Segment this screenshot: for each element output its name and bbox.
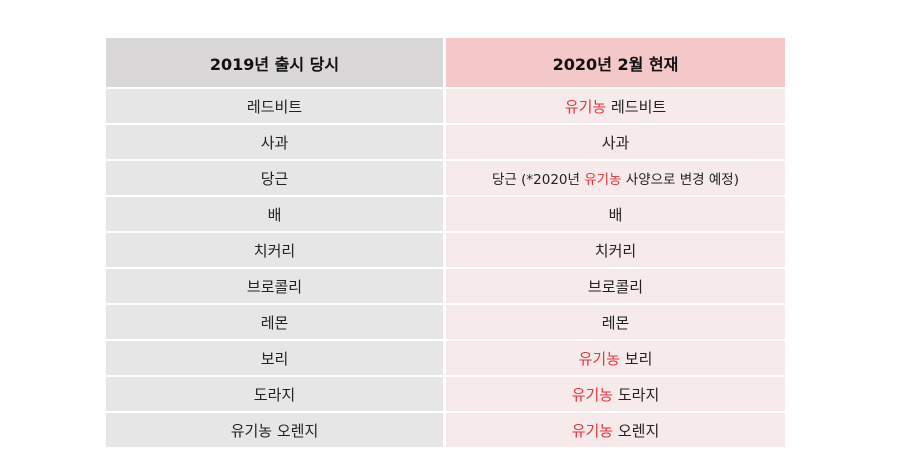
cell-2020: 당근 (*2020년 유기농 사양으로 변경 예정): [446, 161, 785, 195]
organic-label: 유기농: [578, 349, 621, 368]
table-row: 유기농 오렌지 유기농 오렌지: [106, 413, 785, 447]
cell-2020-prefix: 당근 (*2020년: [492, 172, 585, 188]
table-header-row: 2019년 출시 당시 2020년 2월 현재: [106, 38, 785, 87]
cell-2019: 사과: [106, 125, 443, 159]
cell-2019: 배: [106, 197, 443, 231]
cell-2020-suffix: 사양으로 변경 예정): [621, 172, 739, 188]
organic-label: 유기농: [584, 172, 622, 188]
cell-2019: 브로콜리: [106, 269, 443, 303]
cell-2020: 유기농 보리: [446, 341, 785, 375]
table-row: 치커리 치커리: [106, 233, 785, 267]
header-2019-launch: 2019년 출시 당시: [106, 38, 443, 87]
cell-2019: 도라지: [106, 377, 443, 411]
organic-label: 유기농: [564, 97, 607, 116]
table-row: 사과 사과: [106, 125, 785, 159]
table-row: 배 배: [106, 197, 785, 231]
cell-2019: 레몬: [106, 305, 443, 339]
cell-2019: 레드비트: [106, 89, 443, 123]
table-row: 브로콜리 브로콜리: [106, 269, 785, 303]
cell-2020: 치커리: [446, 233, 785, 267]
cell-2020: 사과: [446, 125, 785, 159]
cell-2020: 유기농 도라지: [446, 377, 785, 411]
cell-2020-text: 보리: [620, 349, 653, 368]
cell-2020: 유기농 오렌지: [446, 413, 785, 447]
cell-2019: 보리: [106, 341, 443, 375]
table-row: 레드비트 유기농 레드비트: [106, 89, 785, 123]
table-row: 당근 당근 (*2020년 유기농 사양으로 변경 예정): [106, 161, 785, 195]
cell-2019: 유기농 오렌지: [106, 413, 443, 447]
cell-2020-text: 오렌지: [613, 421, 660, 440]
cell-2020: 레몬: [446, 305, 785, 339]
cell-2020-text: 도라지: [613, 385, 660, 404]
ingredient-comparison-table: 2019년 출시 당시 2020년 2월 현재 레드비트 유기농 레드비트 사과…: [106, 38, 785, 449]
table-row: 보리 유기농 보리: [106, 341, 785, 375]
header-2020-feb-current: 2020년 2월 현재: [446, 38, 785, 87]
cell-2020: 브로콜리: [446, 269, 785, 303]
organic-label: 유기농: [571, 385, 614, 404]
cell-2019: 치커리: [106, 233, 443, 267]
cell-2020: 배: [446, 197, 785, 231]
organic-label: 유기농: [571, 421, 614, 440]
cell-2020-text: 레드비트: [606, 97, 667, 116]
table-row: 레몬 레몬: [106, 305, 785, 339]
cell-2020: 유기농 레드비트: [446, 89, 785, 123]
table-row: 도라지 유기농 도라지: [106, 377, 785, 411]
cell-2019: 당근: [106, 161, 443, 195]
